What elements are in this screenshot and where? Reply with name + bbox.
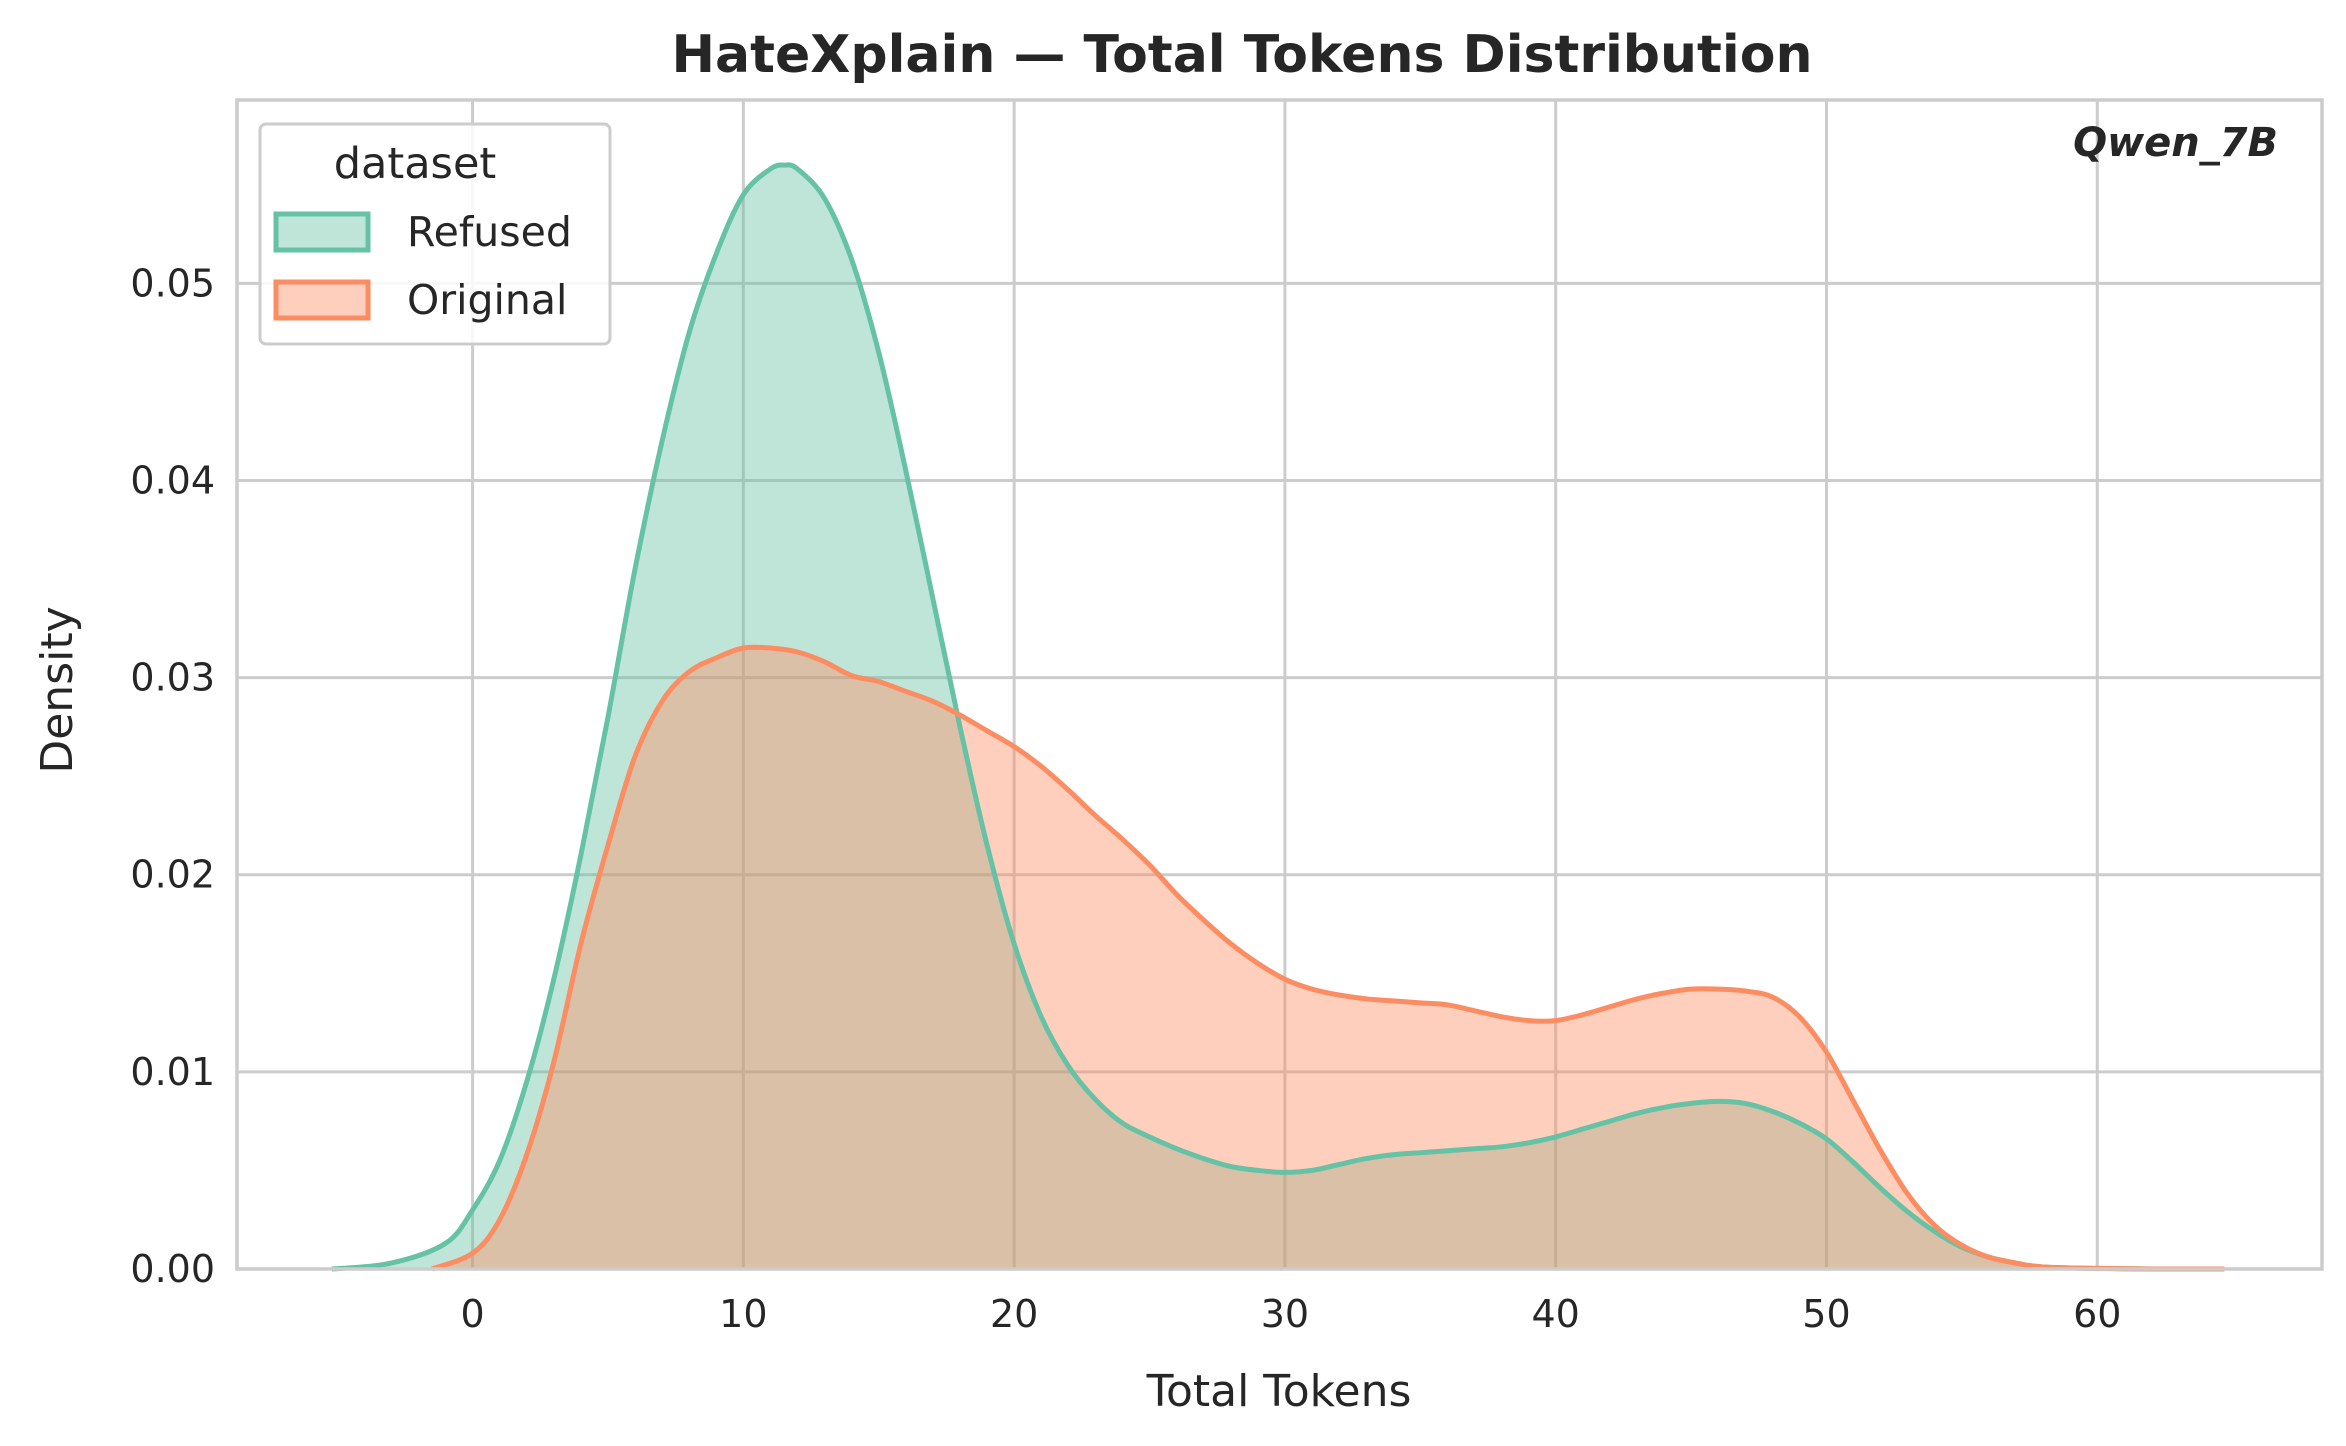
y-axis-label: Density bbox=[32, 606, 83, 773]
legend-title: dataset bbox=[334, 139, 497, 189]
x-tick-label: 50 bbox=[1802, 1292, 1850, 1336]
plot-frame bbox=[235, 98, 2324, 1271]
y-axis-ticks: 0.00 0.01 0.02 0.03 0.04 0.05 bbox=[130, 261, 215, 1291]
model-annotation: Qwen_7B bbox=[2073, 120, 2278, 166]
density-lines bbox=[331, 162, 2225, 1272]
y-tick-label: 0.01 bbox=[130, 1050, 215, 1094]
x-axis-label: Total Tokens bbox=[1146, 1366, 1412, 1417]
x-tick-label: 0 bbox=[460, 1292, 484, 1336]
refused-line bbox=[331, 162, 2225, 1272]
original-area bbox=[432, 647, 2225, 1270]
original-line bbox=[431, 644, 2225, 1272]
refused-area bbox=[331, 164, 2225, 1270]
y-tick-label: 0.03 bbox=[130, 656, 215, 700]
x-tick-label: 40 bbox=[1532, 1292, 1580, 1336]
x-tick-label: 10 bbox=[719, 1292, 767, 1336]
refused-legend-swatch bbox=[273, 211, 371, 253]
grid bbox=[237, 100, 2322, 1271]
x-tick-label: 60 bbox=[2073, 1292, 2121, 1336]
y-tick-label: 0.04 bbox=[130, 458, 215, 502]
legend-box bbox=[258, 122, 612, 346]
original-legend-swatch bbox=[273, 279, 371, 321]
chart-title: HateXplain — Total Tokens Distribution bbox=[672, 25, 1813, 85]
x-axis-ticks: 0 10 20 30 40 50 60 bbox=[460, 1292, 2121, 1336]
y-tick-label: 0.05 bbox=[130, 261, 215, 305]
y-tick-label: 0.00 bbox=[130, 1247, 215, 1291]
density-areas bbox=[331, 164, 2225, 1270]
legend: dataset Refused Original bbox=[258, 122, 612, 346]
original-legend-label: Original bbox=[407, 276, 567, 324]
y-tick-label: 0.02 bbox=[130, 853, 215, 897]
x-tick-label: 20 bbox=[990, 1292, 1038, 1336]
refused-legend-label: Refused bbox=[407, 208, 572, 256]
x-tick-label: 30 bbox=[1261, 1292, 1309, 1336]
